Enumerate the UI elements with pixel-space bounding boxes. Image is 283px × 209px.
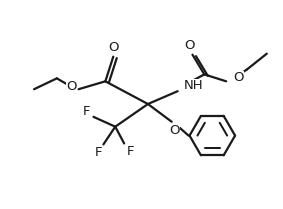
- Text: F: F: [127, 145, 134, 158]
- Text: F: F: [95, 146, 102, 159]
- Text: O: O: [184, 39, 195, 52]
- Text: O: O: [108, 41, 119, 54]
- Text: O: O: [170, 124, 180, 137]
- Text: F: F: [83, 105, 90, 119]
- Text: O: O: [67, 80, 77, 93]
- Text: NH: NH: [184, 79, 203, 92]
- Text: O: O: [233, 71, 244, 84]
